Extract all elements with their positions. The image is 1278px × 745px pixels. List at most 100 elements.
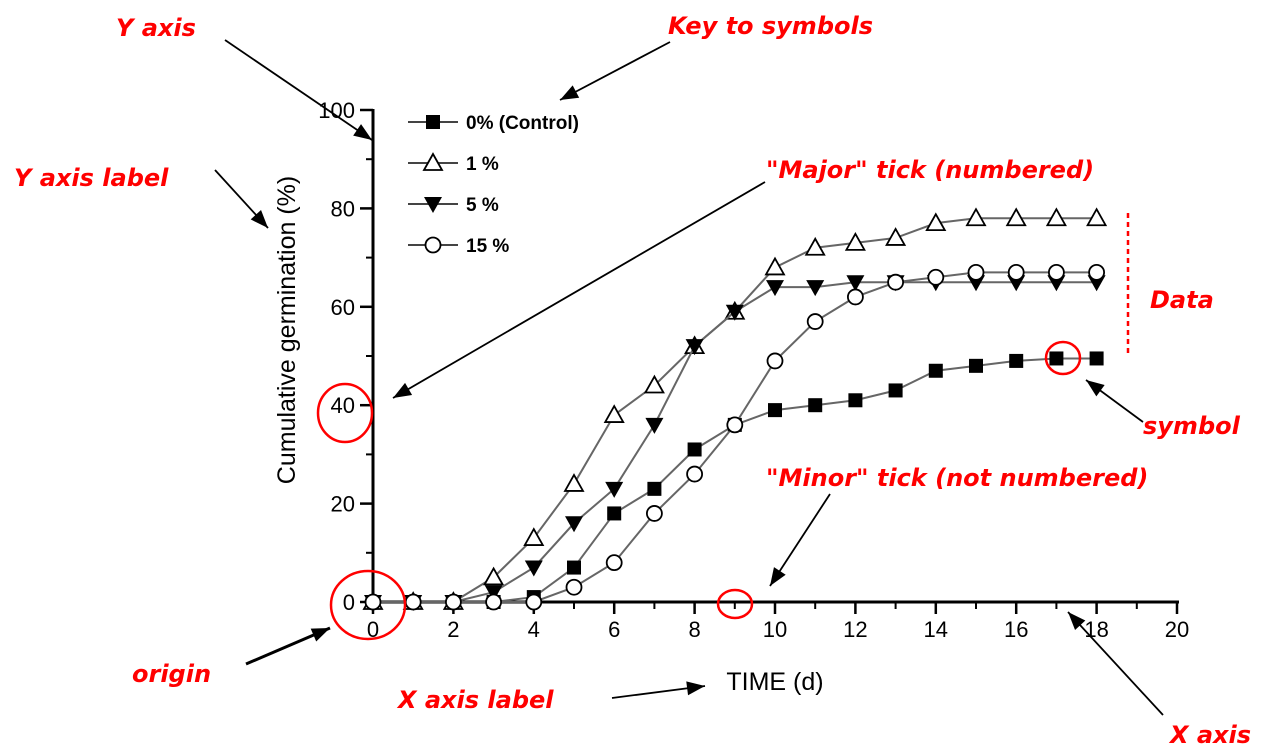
legend-label: 15 % [466, 236, 509, 257]
x-tick-label: 0 [367, 617, 379, 642]
data-point-circle [967, 263, 985, 281]
y-tick-label: 80 [331, 196, 355, 221]
data-point-circle [565, 578, 583, 596]
data-point-triangle-up [1086, 207, 1108, 227]
x-tick-label: 10 [763, 617, 787, 642]
annotation-data: Data [1150, 286, 1214, 314]
arrow-y-axis [224, 39, 373, 141]
data-point-circle [806, 313, 824, 330]
arrow-y-axis-label [214, 169, 269, 229]
data-point-circle [1088, 263, 1105, 281]
data-point-circle [444, 593, 462, 611]
highlight-minor-tick [716, 588, 754, 620]
data-point-triangle-up [523, 527, 545, 546]
legend-item: 0% (Control) [408, 113, 579, 134]
data-point-circle [364, 593, 382, 611]
arrow-x-axis-label [611, 681, 706, 699]
data-point-triangle-up [804, 236, 826, 256]
annotation-x-axis: X axis [1168, 721, 1251, 745]
legend-item: 5 % [408, 195, 499, 216]
data-point-triangle-up [643, 374, 665, 394]
data-point-square [888, 383, 903, 398]
y-tick-label: 0 [343, 590, 355, 615]
data-point-circle [847, 288, 864, 306]
y-tick-label: 100 [318, 98, 355, 123]
y-tick-label: 60 [331, 295, 355, 320]
data-point-circle [887, 273, 904, 291]
highlight-origin [329, 569, 407, 641]
x-tick-label: 16 [1004, 617, 1028, 642]
annotation-y-axis: Y axis [116, 14, 196, 42]
data-point-triangle-up [885, 227, 907, 246]
data-point-circle [927, 268, 945, 286]
data-point-square [1009, 353, 1024, 368]
x-tick-label: 4 [528, 617, 540, 642]
data-point-square [768, 403, 782, 418]
data-point-triangle-up [483, 566, 505, 586]
arrow-x-axis [1067, 611, 1164, 716]
series-line [373, 281, 1097, 603]
data-point-triangle-down [605, 481, 624, 498]
x-tick-label: 6 [608, 617, 620, 642]
x-tick-label: 14 [924, 617, 948, 642]
legend: 0% (Control) 1 % 5 % 15 % [408, 113, 579, 257]
y-tick-label: 20 [331, 492, 355, 517]
data-point-triangle-up [422, 152, 444, 171]
arrow-major-tick [392, 181, 766, 399]
data-point-square [647, 481, 662, 496]
x-tick-label: 12 [843, 617, 867, 642]
series-2 [362, 207, 1108, 610]
data-point-triangle-down [565, 516, 583, 533]
data-point-square [848, 393, 863, 408]
data-point-circle [1007, 263, 1025, 281]
data-point-triangle-down [424, 197, 442, 213]
data-point-circle [424, 236, 442, 254]
data-point-square [567, 560, 581, 575]
x-axis-title: TIME (d) [726, 668, 823, 696]
legend-label: 1 % [466, 154, 499, 175]
data-point-triangle-up [925, 212, 947, 232]
data-point-square [687, 442, 702, 457]
data-point-triangle-up [603, 404, 625, 423]
annotation-y-axis-label: Y axis label [14, 164, 169, 192]
highlight-major-tick [316, 382, 374, 444]
data-point-circle [686, 465, 703, 483]
data-point-triangle-down [806, 280, 825, 297]
x-tick-label: 8 [688, 617, 700, 642]
data-point-triangle-down [685, 339, 704, 356]
y-axis-title: Cumulative germination (%) [273, 176, 301, 484]
legend-label: 5 % [466, 195, 499, 216]
data-point-triangle-up [965, 207, 987, 227]
data-point-circle [605, 554, 623, 572]
data-point-triangle-up [1045, 207, 1067, 227]
data-point-triangle-up [764, 256, 786, 276]
data-point-square [1049, 351, 1064, 366]
plot-area: 0 2 4 6 8 10 12 14 16 18 20 0 20 40 60 80 100 TIME (d) Cum… [273, 98, 1189, 696]
annotation-symbol: symbol [1143, 412, 1241, 440]
annotation-key-to-symbols: Key to symbols [668, 12, 873, 40]
data-point-circle [766, 352, 784, 370]
legend-item: 1 % [408, 152, 499, 175]
highlight-symbol [1044, 340, 1082, 376]
data-point-triangle-down [524, 560, 543, 577]
annotation-origin: origin [132, 660, 211, 688]
arrow-origin [245, 626, 331, 666]
series-line [373, 271, 1097, 603]
arrow-key [559, 41, 671, 101]
data-point-circle [404, 593, 422, 611]
legend-label: 0% (Control) [466, 113, 579, 134]
data-point-triangle-down [645, 417, 664, 434]
data-point-triangle-up [1005, 207, 1027, 227]
data-point-square [969, 358, 983, 373]
annotation-minor-tick: "Minor" tick (not numbered) [766, 464, 1148, 492]
data-point-triangle-down [484, 585, 503, 602]
arrow-symbol [1085, 379, 1144, 423]
data-point-square [1089, 351, 1104, 366]
annotation-x-axis-label: X axis label [396, 686, 554, 714]
legend-item: 15 % [408, 236, 509, 257]
x-tick-label: 2 [447, 617, 459, 642]
data-point-circle [646, 505, 663, 522]
data-point-circle [726, 416, 744, 434]
x-tick-label: 18 [1084, 617, 1108, 642]
